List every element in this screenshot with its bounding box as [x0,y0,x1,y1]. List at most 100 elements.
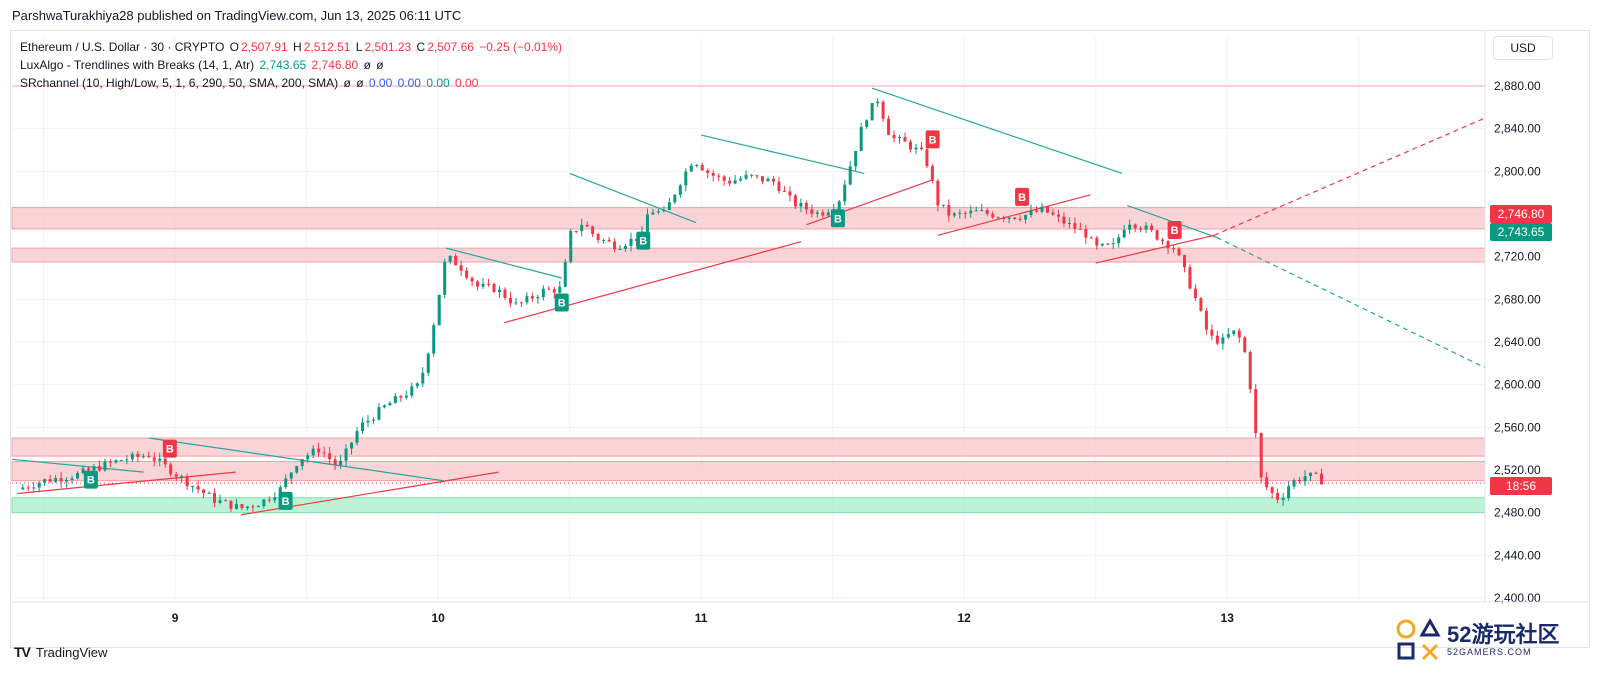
candle-body [377,407,381,420]
sell-signal-marker [925,130,940,149]
candle-body [54,478,58,482]
candle-body [815,212,819,214]
buy-signal-marker [83,470,98,489]
candle-body [656,211,660,213]
candle-body [448,255,452,262]
candle-body [158,458,162,461]
high-value: 2,512.51 [303,40,351,54]
candle-body [558,286,562,293]
candle-body [673,194,677,203]
candle-body [284,478,288,488]
buy-signal-label: B [639,236,647,248]
candle-body [624,246,628,249]
buy-signal-label: B [282,496,290,508]
grid-lines [12,36,1485,600]
indicator-luxalgo-row[interactable]: LuxAlgo - Trendlines with Breaks (14, 1,… [20,56,564,74]
trendline [1095,234,1215,264]
change-value: −0.25 (−0.01%) [479,40,562,54]
publish-info: ParshwaTurakhiya28 published on TradingV… [12,8,462,23]
candle-body [1100,243,1104,246]
candle-body [859,126,863,151]
candle-body [618,248,622,250]
watermark: 52游玩社区 52GAMERS.COM [1395,612,1585,668]
y-tick-label: 2,600.00 [1494,378,1541,392]
price-tag-upper: 2,746.80 [1490,205,1552,223]
candle-body [908,141,912,150]
indicator-srchannel-value-1: ø [343,76,351,90]
candle-body [1226,334,1230,338]
candle-body [876,101,880,104]
price-tag-lower: 2,743.65 [1490,223,1552,241]
candle-body [1144,225,1148,230]
trendline [806,179,933,226]
candle-body [48,479,52,482]
candle-body [870,103,874,121]
x-tick-label: 9 [172,611,179,625]
low-label: L [355,40,363,54]
candle-body [234,504,238,509]
candle-body [185,476,189,487]
candle-body [1287,486,1291,498]
candle-body [1035,210,1039,212]
x-tick-label: 13 [1221,611,1235,625]
close-label: C [416,40,426,54]
trendline [569,172,697,224]
candle-body [382,405,386,408]
candle-body [717,175,721,177]
candle-body [793,195,797,207]
candle-body [108,461,112,463]
candle-body [1199,298,1203,311]
candle-body [739,178,743,181]
tradingview-logo[interactable]: TV TradingView [14,644,107,660]
candle-body [1073,223,1077,229]
candle-body [941,204,945,206]
candle-body [426,353,430,373]
candle-body [21,487,25,490]
candle-body [541,288,545,298]
y-tick-label: 2,400.00 [1494,591,1541,605]
candle-body [1182,255,1186,268]
symbol-name[interactable]: Ethereum / U.S. Dollar · 30 · CRYPTO [20,40,225,54]
candle-body [887,118,891,135]
candle-body [1319,473,1323,485]
candle-body [925,149,929,167]
candle-body [585,224,589,227]
indicator-srchannel-value-4: 0.00 [397,76,421,90]
trendline [1216,236,1486,369]
candle-body [667,202,671,211]
indicator-luxalgo-value-2: 2,746.80 [311,58,359,72]
candle-body [350,442,354,449]
candle-body [530,296,534,299]
sell-signal-label: B [929,134,937,146]
candle-body [421,372,425,384]
candle-body [470,277,474,282]
candle-body [333,459,337,466]
currency-button[interactable]: USD [1493,36,1553,60]
sr-zone [11,460,1486,482]
candle-body [552,289,556,293]
y-tick-label: 2,480.00 [1494,506,1541,520]
candle-body [1139,228,1143,230]
candle-body [366,420,370,423]
sr-zone [11,207,1486,230]
candle-body [169,464,173,475]
indicator-srchannel-row[interactable]: SRchannel (10, High/Low, 5, 1, 6, 290, 5… [20,74,564,92]
candle-body [443,261,447,295]
candle-body [706,170,710,173]
buy-signal-marker [636,231,651,250]
open-value: 2,507.91 [240,40,288,54]
candle-body [1089,237,1093,239]
candle-body [360,422,364,432]
candle-body [1018,218,1022,220]
candle-body [985,210,989,214]
candle-body [141,456,145,458]
candle-body [919,147,923,150]
candle-body [602,239,606,241]
candle-body [213,492,217,503]
candle-body [196,486,200,490]
candle-body [974,210,978,212]
indicator-luxalgo-value-3: ø [363,58,371,72]
candle-body [711,172,715,176]
trendline [937,194,1091,236]
